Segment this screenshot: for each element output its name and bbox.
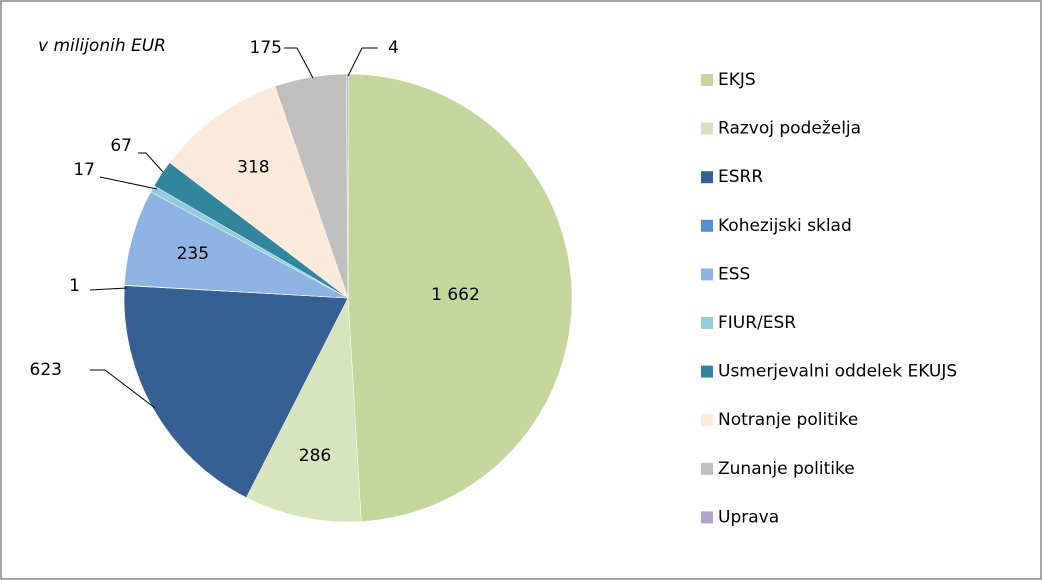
legend-label: ESS [718,264,750,284]
data-label: 1 662 [431,285,480,305]
data-label: 623 [30,360,62,380]
data-label: 67 [110,136,132,156]
data-label: 17 [73,160,95,180]
pie-slice [246,297,362,523]
legend-swatch [701,462,713,475]
data-label: 1 [69,276,80,296]
leader-line [347,47,378,77]
leader-line [284,47,314,79]
legend-label: Kohezijski sklad [718,216,852,236]
data-label: 235 [177,244,209,264]
legend-label: EKJS [718,70,756,90]
legend-label: Usmerjevalni oddelek EKUJS [718,362,957,382]
pie-slice [347,73,573,522]
legend-swatch [701,171,713,184]
pie-slice [123,285,349,498]
legend-swatch [701,365,713,378]
legend-label: FIUR/ESR [718,313,796,333]
leader-line [90,369,156,409]
leader-line [89,287,128,291]
legend-swatch [701,268,713,281]
data-label: 4 [388,38,399,58]
pie-slice [169,85,349,299]
chart-subtitle: v milijonih EUR [38,36,166,56]
legend-label: Razvoj podeželja [718,119,861,139]
data-label: 286 [299,446,331,466]
data-label: 318 [237,157,269,177]
data-label: 175 [250,38,282,58]
legend-swatch [701,511,713,524]
legend-swatch [701,122,713,135]
legend-label: ESRR [718,167,763,187]
legend-swatch [701,219,713,232]
legend-swatch [701,317,713,329]
pie-slice [346,73,349,299]
leader-line [99,176,158,190]
legend-label: Zunanje politike [718,459,855,479]
legend-swatch [701,74,713,86]
legend-label: Uprava [718,507,779,527]
legend-swatch [701,414,713,427]
legend-label: Notranje politike [718,410,858,430]
leader-line [138,152,164,173]
